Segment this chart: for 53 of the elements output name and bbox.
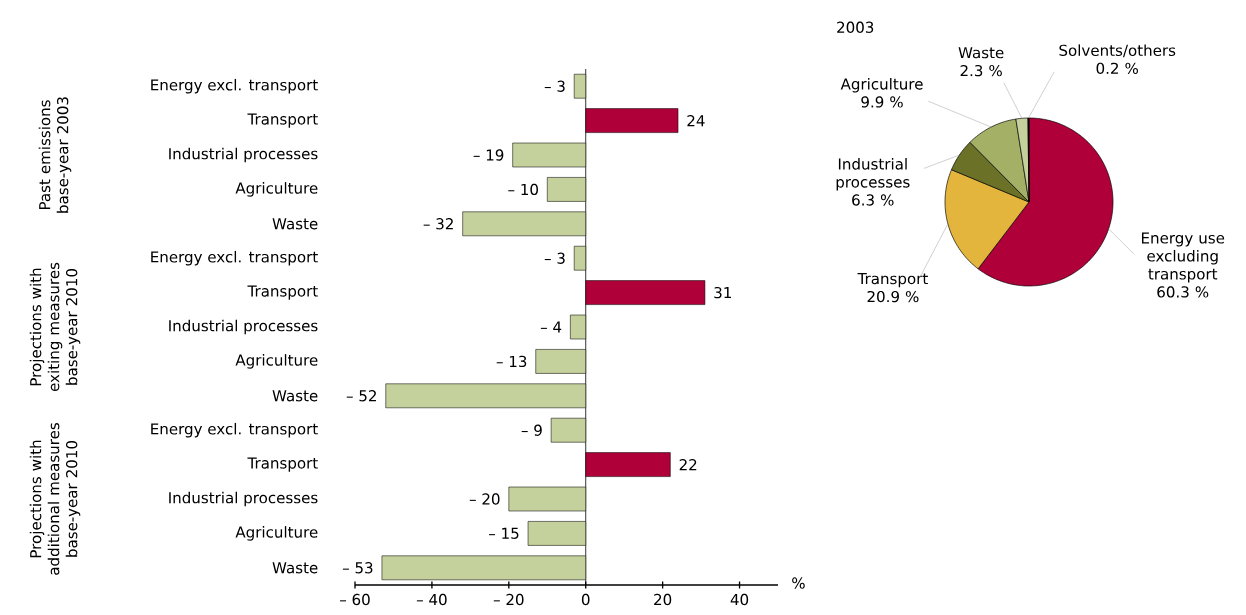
y-tick-label: Transport (247, 285, 318, 300)
y-tick-label: Waste (272, 562, 318, 574)
y-tick-label: Industrial processes (169, 491, 318, 507)
data-label: – 15 (489, 527, 519, 539)
x-tick-label: – 60 (339, 593, 370, 606)
x-tick-label: 0 (581, 593, 590, 606)
y-tick-label: Agriculture (235, 526, 318, 541)
x-axis-title: % (792, 577, 805, 589)
data-label: 6.3 % (852, 194, 894, 206)
data-label: – 20 (469, 493, 500, 505)
y-tick-label: Transport (247, 113, 318, 128)
slice-label: Industrial processes (836, 158, 910, 191)
data-label: 20.9 % (867, 290, 919, 303)
y-tick-label: Waste (272, 218, 318, 230)
slice-label: Transport (857, 273, 928, 288)
y-tick-label: Transport (247, 457, 318, 472)
data-label: – 4 (540, 321, 562, 333)
y-tick-label: Agriculture (235, 354, 318, 369)
x-tick-label: 40 (730, 593, 749, 606)
y-tick-label: Energy excl. transport (151, 422, 318, 438)
x-tick-label: – 20 (493, 593, 524, 606)
data-label: – 52 (346, 390, 376, 402)
y-tick-label: Waste (272, 390, 318, 402)
text: Past emissions base-year 2003 (38, 97, 72, 213)
x-tick-label: 20 (654, 593, 672, 606)
slice-label: Agriculture (840, 77, 923, 93)
data-label: – 3 (544, 80, 565, 92)
data-label: – 19 (473, 149, 504, 161)
data-label: – 53 (342, 562, 373, 574)
chart-title: 2003 (837, 21, 874, 33)
slice-label: Solvents/others (1059, 44, 1176, 58)
data-label: – 3 (544, 252, 565, 264)
data-label: – 13 (496, 355, 527, 368)
data-label: 0.2 % (1096, 62, 1138, 75)
y-tick-label: Energy excl. transport (151, 78, 318, 94)
text: Projections with additional measures base-year 2010 (29, 423, 81, 575)
y-tick-label: Industrial processes (169, 147, 318, 163)
data-label: 22 (679, 459, 697, 471)
data-label: – 10 (508, 183, 538, 196)
y-tick-label: Energy excl. transport (151, 250, 318, 266)
x-tick-label: – 40 (416, 593, 447, 606)
y-tick-label: Agriculture (235, 182, 318, 197)
data-label: – 9 (521, 424, 542, 436)
data-label: 9.9 % (861, 96, 903, 108)
y-tick-label: Industrial processes (169, 319, 318, 335)
data-label: 2.3 % (960, 64, 1002, 77)
data-label: 24 (687, 115, 705, 127)
slice-label: Energy use excluding transport (1141, 232, 1225, 283)
text: Projections with exiting measures base-year 2010 (29, 262, 81, 392)
data-label: 31 (714, 286, 731, 299)
data-label: 60.3 % (1157, 286, 1209, 298)
data-label: – 32 (423, 218, 453, 230)
slice-label: Waste (958, 47, 1004, 59)
